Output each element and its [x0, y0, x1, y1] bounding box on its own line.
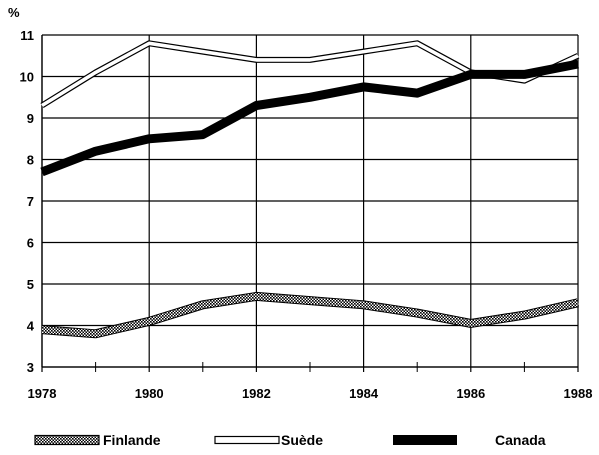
- legend-label-finlande: Finlande: [103, 432, 161, 448]
- y-tick-label-3: 3: [27, 360, 34, 375]
- legend-label-canada: Canada: [495, 432, 546, 448]
- series-finlande: [41, 291, 580, 339]
- y-tick-label-9: 9: [27, 111, 34, 126]
- y-axis-unit-label: %: [8, 5, 20, 20]
- legend-swatch-canada: [393, 435, 457, 445]
- x-tick-label-1982: 1982: [242, 386, 271, 401]
- axes: [41, 35, 579, 372]
- legend-swatch-suede: [214, 435, 280, 445]
- y-tick-label-10: 10: [20, 70, 34, 85]
- y-tick-label-11: 11: [20, 28, 34, 43]
- y-tick-label-5: 5: [27, 277, 34, 292]
- y-tick-label-6: 6: [27, 236, 34, 251]
- series-line-canada: [40, 59, 579, 177]
- legend-swatch-finlande: [34, 434, 100, 446]
- x-tick-label-1984: 1984: [349, 386, 379, 401]
- series-group: [40, 40, 580, 339]
- legend: Finlande Suède Canada: [34, 432, 546, 448]
- x-tick-label-1980: 1980: [135, 386, 164, 401]
- y-tick-label-7: 7: [27, 194, 34, 209]
- tick-labels: 3 4 5 6 7 8 9 10 11% 1978 1980 1982 1984 1986 1988: [8, 5, 592, 401]
- series-canada: [40, 59, 579, 177]
- series-line-inner-finlande: [41, 292, 579, 338]
- x-tick-label-1986: 1986: [456, 386, 485, 401]
- y-tick-label-8: 8: [27, 153, 34, 168]
- y-tick-label-4: 4: [27, 319, 35, 334]
- x-tick-label-1978: 1978: [28, 386, 57, 401]
- x-tick-label-1988: 1988: [564, 386, 593, 401]
- legend-label-suede: Suède: [281, 432, 323, 448]
